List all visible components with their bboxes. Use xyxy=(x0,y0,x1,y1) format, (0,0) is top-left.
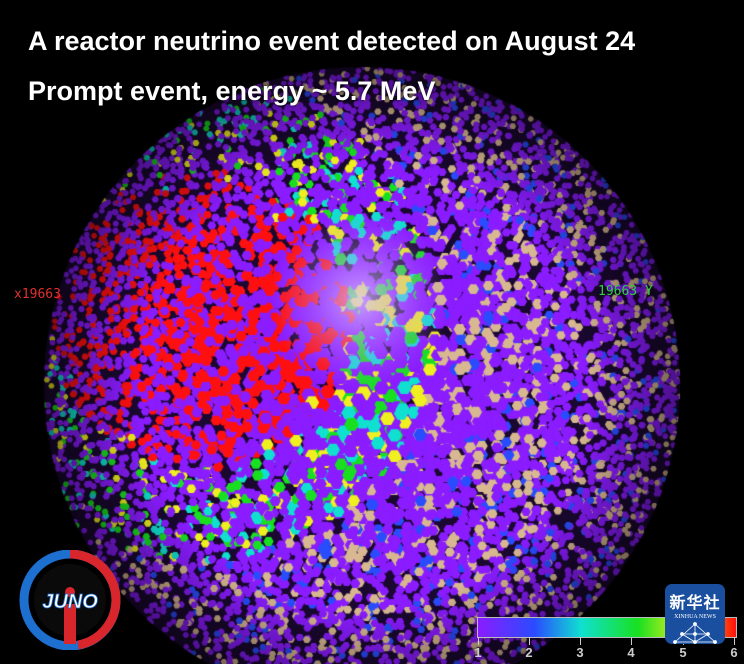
x-axis-label: x19663 xyxy=(14,287,61,302)
xinhua-logo-cn: 新华社 xyxy=(669,595,721,612)
colorbar-tick xyxy=(529,637,530,645)
colorbar-label: 6 xyxy=(730,645,738,660)
colorbar-label: 5 xyxy=(679,645,687,660)
colorbar-label: 3 xyxy=(576,645,584,660)
svg-text:JUNO: JUNO xyxy=(42,591,98,613)
colorbar-label: 1 xyxy=(474,645,482,660)
colorbar-tick xyxy=(734,637,735,645)
colorbar-tick xyxy=(631,637,632,645)
colorbar-label: 4 xyxy=(627,645,635,660)
title-line-1: A reactor neutrino event detected on Aug… xyxy=(28,26,636,56)
title-line-2: Prompt event, energy ~ 5.7 MeV xyxy=(28,76,436,106)
network-globe-icon xyxy=(673,622,717,644)
y-axis-label: 19663 Y xyxy=(598,284,653,299)
xinhua-logo-en: XINHUA NEWS xyxy=(674,614,716,620)
juno-logo: JUNO xyxy=(19,550,121,650)
colorbar-tick xyxy=(580,637,581,645)
xinhua-news-logo: 新华社 XINHUA NEWS xyxy=(665,584,725,644)
colorbar-tick xyxy=(478,637,479,645)
colorbar-label: 2 xyxy=(525,645,533,660)
